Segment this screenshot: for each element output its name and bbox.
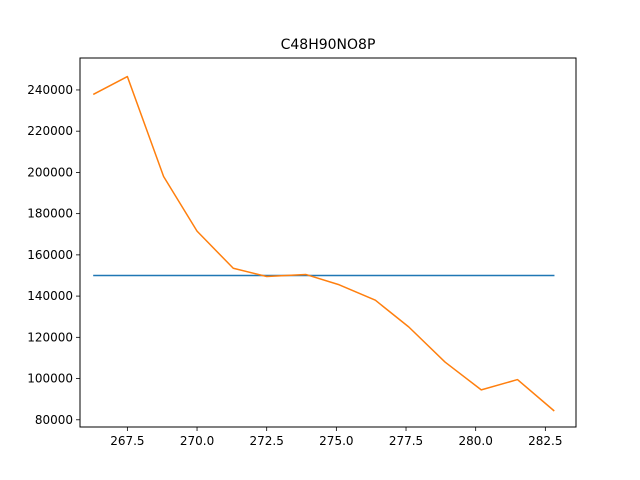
y-tick-label: 220000 xyxy=(27,124,73,138)
x-tick-label: 272.5 xyxy=(250,434,284,448)
y-tick-label: 140000 xyxy=(27,289,73,303)
y-tick-label: 200000 xyxy=(27,165,73,179)
y-tick-label: 160000 xyxy=(27,248,73,262)
y-tick-label: 240000 xyxy=(27,83,73,97)
axes-frame xyxy=(79,57,577,428)
x-tick-label: 270.0 xyxy=(180,434,214,448)
chart-title: C48H90NO8P xyxy=(281,37,376,53)
y-axis: 80000 100000 120000 140000 160000 180000 20000… xyxy=(27,83,80,427)
plot-area xyxy=(92,75,555,412)
y-tick-label: 80000 xyxy=(35,413,73,427)
x-axis: 267.5 270.0 272.5 275.0 277.5 280.0 282.5 xyxy=(110,427,563,448)
y-tick-label: 100000 xyxy=(27,372,73,386)
y-tick-label: 180000 xyxy=(27,207,73,221)
x-tick-label: 280.0 xyxy=(459,434,493,448)
x-tick-label: 277.5 xyxy=(389,434,423,448)
x-tick-label: 267.5 xyxy=(110,434,144,448)
series-line-2 xyxy=(92,75,555,412)
y-tick-label: 120000 xyxy=(27,330,73,344)
x-tick-label: 275.0 xyxy=(319,434,353,448)
x-tick-label: 282.5 xyxy=(528,434,562,448)
